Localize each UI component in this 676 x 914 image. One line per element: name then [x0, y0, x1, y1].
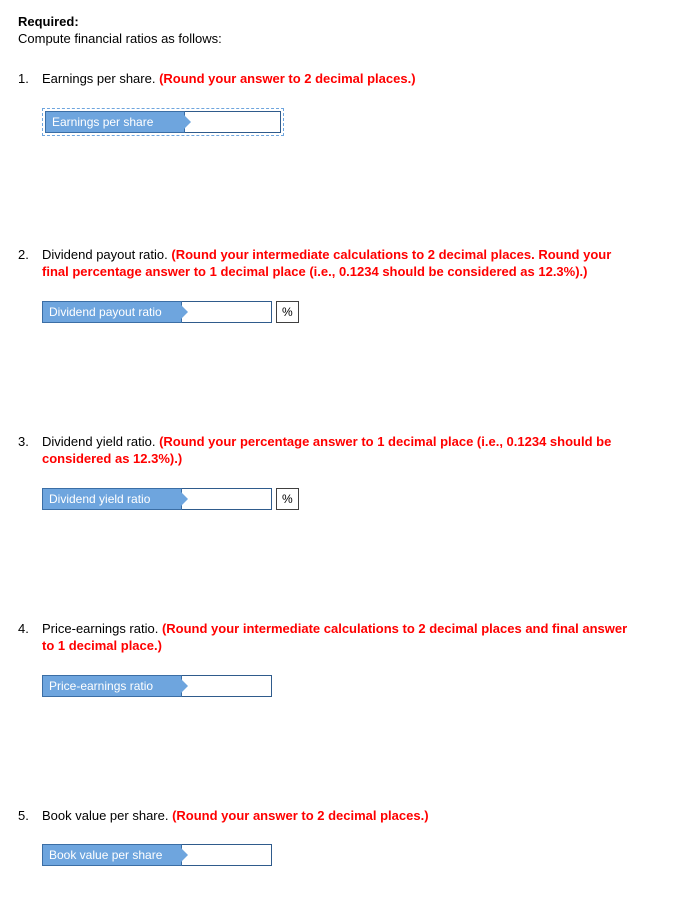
subheading: Compute financial ratios as follows:: [18, 31, 658, 46]
question-prompt-row: 2.Dividend payout ratio. (Round your int…: [18, 246, 658, 281]
question-block: 2.Dividend payout ratio. (Round your int…: [18, 246, 658, 323]
answer-input[interactable]: [182, 489, 271, 509]
question-prompt-row: 3.Dividend yield ratio. (Round your perc…: [18, 433, 658, 468]
question-number: 4.: [18, 620, 42, 655]
answer-row: Dividend yield ratio%: [42, 488, 658, 510]
question-prompt-row: 1.Earnings per share. (Round your answer…: [18, 70, 658, 88]
question-block: 4.Price-earnings ratio. (Round your inte…: [18, 620, 658, 697]
answer-input-cell: [182, 675, 272, 697]
question-number: 2.: [18, 246, 42, 281]
question-prompt: Dividend yield ratio.: [42, 434, 159, 449]
answer-row: Price-earnings ratio: [42, 675, 658, 697]
question-body: Book value per share. (Round your answer…: [42, 807, 658, 825]
answer-label: Book value per share: [42, 844, 182, 866]
question-block: 5.Book value per share. (Round your answ…: [18, 807, 658, 867]
answer-input-cell: [182, 488, 272, 510]
question-prompt-row: 5.Book value per share. (Round your answ…: [18, 807, 658, 825]
answer-label: Earnings per share: [45, 111, 185, 133]
unit-label: %: [276, 488, 299, 510]
question-prompt-row: 4.Price-earnings ratio. (Round your inte…: [18, 620, 658, 655]
selected-answer-outline: Earnings per share: [42, 108, 284, 136]
unit-label: %: [276, 301, 299, 323]
answer-input[interactable]: [185, 112, 280, 132]
answer-input[interactable]: [182, 302, 271, 322]
rounding-instruction: (Round your answer to 2 decimal places.): [172, 808, 428, 823]
answer-row: Book value per share: [42, 844, 658, 866]
answer-row: Earnings per share: [45, 111, 281, 133]
heading-required: Required:: [18, 14, 658, 29]
question-block: 3.Dividend yield ratio. (Round your perc…: [18, 433, 658, 510]
question-number: 5.: [18, 807, 42, 825]
question-prompt: Price-earnings ratio.: [42, 621, 162, 636]
answer-input-cell: [185, 111, 281, 133]
answer-label: Dividend payout ratio: [42, 301, 182, 323]
answer-row: Dividend payout ratio%: [42, 301, 658, 323]
answer-label: Price-earnings ratio: [42, 675, 182, 697]
question-prompt: Earnings per share.: [42, 71, 159, 86]
question-body: Dividend payout ratio. (Round your inter…: [42, 246, 658, 281]
question-body: Price-earnings ratio. (Round your interm…: [42, 620, 658, 655]
questions-list: 1.Earnings per share. (Round your answer…: [18, 70, 658, 866]
question-prompt: Dividend payout ratio.: [42, 247, 171, 262]
answer-label: Dividend yield ratio: [42, 488, 182, 510]
question-block: 1.Earnings per share. (Round your answer…: [18, 70, 658, 136]
question-prompt: Book value per share.: [42, 808, 172, 823]
rounding-instruction: (Round your answer to 2 decimal places.): [159, 71, 415, 86]
question-body: Dividend yield ratio. (Round your percen…: [42, 433, 658, 468]
answer-input-cell: [182, 301, 272, 323]
answer-input[interactable]: [182, 845, 271, 865]
question-number: 1.: [18, 70, 42, 88]
question-body: Earnings per share. (Round your answer t…: [42, 70, 658, 88]
answer-input[interactable]: [182, 676, 271, 696]
question-number: 3.: [18, 433, 42, 468]
answer-input-cell: [182, 844, 272, 866]
